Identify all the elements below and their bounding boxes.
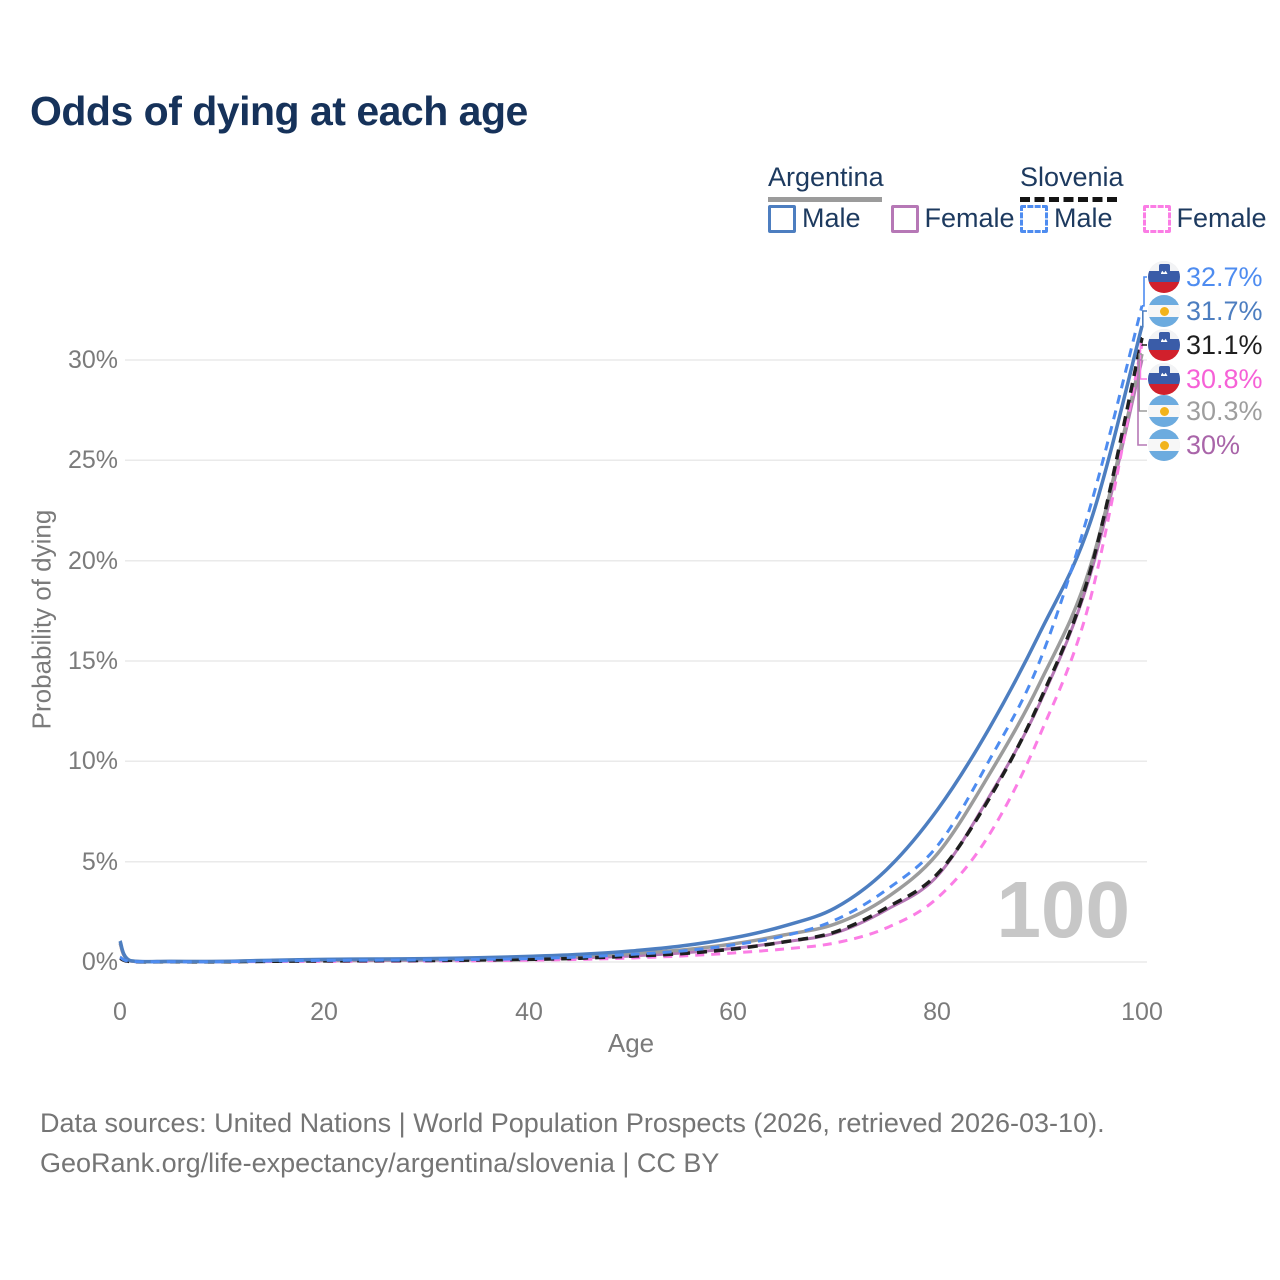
legend-items-slovenia: Male Female — [1020, 203, 1267, 234]
legend-label-slovenia-female[interactable]: Female — [1176, 203, 1267, 233]
x-tick-60: 60 — [719, 998, 747, 1026]
legend-country-slovenia: Slovenia — [1020, 162, 1124, 192]
argentina-flag-icon — [1148, 395, 1180, 427]
y-tick-15: 15% — [67, 647, 118, 675]
y-axis-title: Probability of dying — [26, 509, 57, 730]
end-label-slovenia-female: 30.8% — [1148, 363, 1263, 395]
legend-swatch-argentina-male[interactable] — [768, 204, 796, 233]
x-tick-80: 80 — [923, 998, 951, 1026]
page-title: Odds of dying at each age — [30, 88, 528, 134]
end-label-argentina-male: 31.7% — [1148, 295, 1263, 327]
legend-swatch-slovenia-female[interactable] — [1142, 204, 1171, 233]
legend-items-argentina: Male Female — [768, 203, 1015, 234]
y-tick-30: 30% — [67, 346, 118, 374]
end-value: 31.1% — [1186, 329, 1263, 360]
legend-swatch-slovenia-male[interactable] — [1020, 204, 1048, 233]
legend-label-slovenia-male[interactable]: Male — [1054, 203, 1113, 233]
slovenia-flag-icon — [1148, 261, 1180, 293]
legend-country-argentina: Argentina — [768, 162, 884, 192]
data-source-text: Data sources: United Nations | World Pop… — [40, 1108, 1105, 1138]
y-tick-25: 25% — [67, 446, 118, 474]
end-label-argentina-female: 30% — [1148, 429, 1240, 461]
end-value: 30.8% — [1186, 363, 1263, 394]
y-tick-10: 10% — [67, 747, 118, 775]
y-tick-20: 20% — [67, 547, 118, 575]
end-value: 30% — [1186, 429, 1241, 460]
slovenia-flag-icon — [1148, 363, 1180, 395]
end-label-slovenia-male: 32.7% — [1148, 261, 1263, 293]
legend-group-slovenia: Slovenia — [1020, 162, 1124, 202]
x-axis-title: Age — [607, 1028, 655, 1058]
end-label-slovenia-average: 31.1% — [1148, 329, 1263, 361]
x-tick-100: 100 — [1121, 998, 1163, 1026]
age-watermark: 100 — [996, 865, 1130, 954]
y-tick-5: 5% — [81, 848, 118, 876]
legend-group-argentina: Argentina — [768, 162, 884, 202]
end-value: 30.3% — [1186, 395, 1263, 426]
attribution-link[interactable]: GeoRank.org/life-expectancy/argentina/sl… — [40, 1148, 720, 1178]
legend-underline-argentina-avg-line — [768, 197, 882, 202]
x-tick-0: 0 — [113, 998, 127, 1026]
y-tick-0: 0% — [81, 948, 118, 976]
legend-underline-slovenia-avg-line — [1020, 197, 1117, 202]
argentina-flag-icon — [1148, 429, 1180, 461]
legend-label-argentina-female[interactable]: Female — [924, 203, 1015, 233]
x-tick-20: 20 — [310, 998, 338, 1026]
slovenia-flag-icon — [1148, 329, 1180, 361]
end-label-argentina-average: 30.3% — [1148, 395, 1263, 427]
argentina-flag-icon — [1148, 295, 1180, 327]
legend-swatch-argentina-female[interactable] — [890, 204, 919, 233]
x-tick-40: 40 — [515, 998, 543, 1026]
legend-label-argentina-male[interactable]: Male — [802, 203, 861, 233]
end-value: 31.7% — [1186, 295, 1263, 326]
end-value: 32.7% — [1186, 261, 1263, 292]
